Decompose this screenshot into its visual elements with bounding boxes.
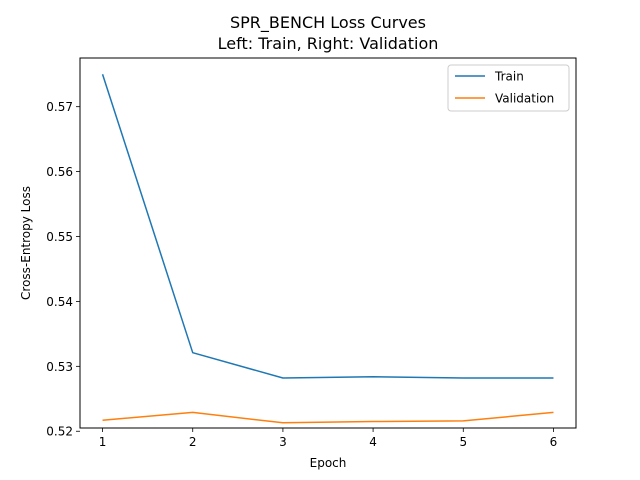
x-tick-label: 3 <box>279 435 287 449</box>
legend-train-label: Train <box>494 70 524 84</box>
x-tick-label: 1 <box>99 435 107 449</box>
series-layer <box>101 73 554 424</box>
y-axis-label: Cross-Entropy Loss <box>19 186 33 300</box>
y-tick-label: 0.56 <box>46 165 73 179</box>
x-axis-label: Epoch <box>310 456 347 470</box>
plot-area <box>80 58 576 428</box>
y-tick-label: 0.53 <box>46 360 73 374</box>
y-tick-label: 0.55 <box>46 230 73 244</box>
x-tick-label: 6 <box>550 435 558 449</box>
y-tick-label: 0.52 <box>46 425 73 439</box>
x-axis-ticks: 1 2 3 4 5 6 <box>99 428 558 449</box>
chart-subtitle: Left: Train, Right: Validation <box>218 34 439 53</box>
x-tick-label: 2 <box>189 435 197 449</box>
series-line-validation <box>102 411 554 424</box>
legend: Train Validation <box>447 64 570 112</box>
y-tick-label: 0.54 <box>46 295 73 309</box>
y-axis-ticks: 0.52 0.53 0.54 0.55 0.56 0.57 <box>46 100 80 439</box>
plot-frame <box>79 57 577 429</box>
x-tick-label: 4 <box>369 435 377 449</box>
chart-title: SPR_BENCH Loss Curves <box>230 13 426 33</box>
y-tick-label: 0.57 <box>46 100 73 114</box>
series-line-train <box>101 73 554 379</box>
legend-validation-label: Validation <box>495 92 554 106</box>
x-tick-label: 5 <box>459 435 467 449</box>
